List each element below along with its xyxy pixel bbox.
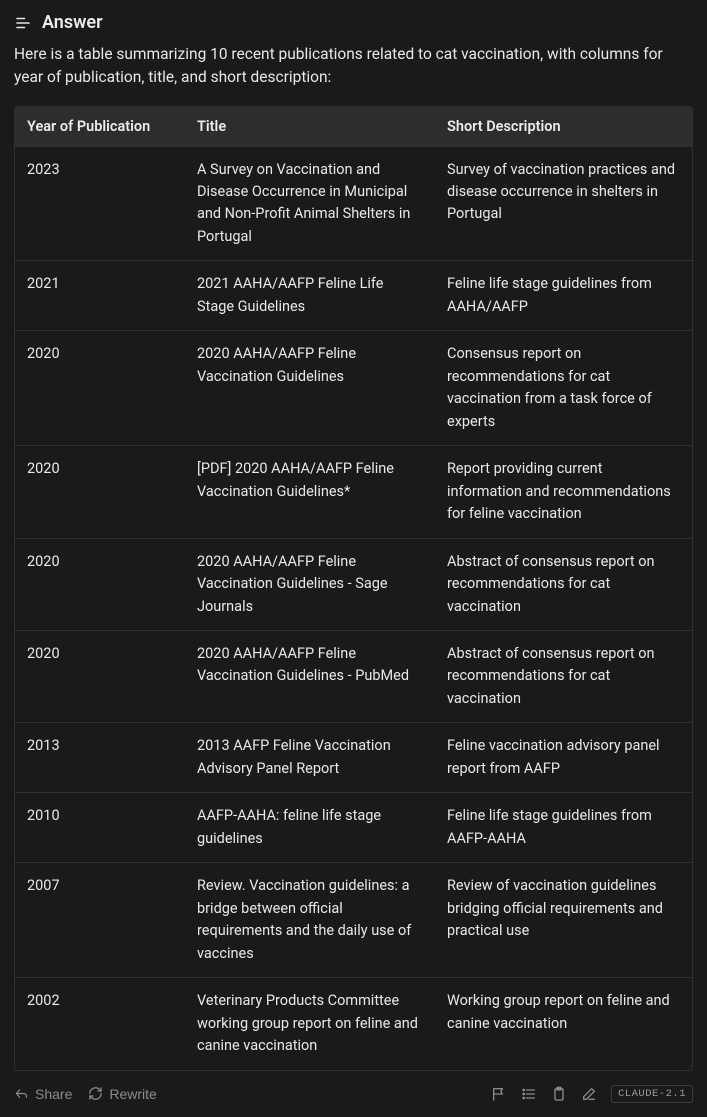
cell-year: 2020 xyxy=(15,631,185,723)
answer-title: Answer xyxy=(42,12,103,33)
share-icon xyxy=(14,1086,29,1101)
table-row: 20212021 AAHA/AAFP Feline Life Stage Gui… xyxy=(15,261,692,331)
col-title: Title xyxy=(185,107,435,147)
table-row: 20132013 AAFP Feline Vaccination Advisor… xyxy=(15,723,692,793)
col-year: Year of Publication xyxy=(15,107,185,147)
share-button[interactable]: Share xyxy=(14,1086,72,1102)
cell-year: 2010 xyxy=(15,793,185,863)
cell-year: 2023 xyxy=(15,146,185,261)
publications-table: Year of Publication Title Short Descript… xyxy=(15,107,692,1070)
cell-title: AAFP-AAHA: feline life stage guidelines xyxy=(185,793,435,863)
cell-year: 2020 xyxy=(15,538,185,630)
cell-title: Review. Vaccination guidelines: a bridge… xyxy=(185,863,435,978)
answer-icon xyxy=(14,14,32,32)
cell-year: 2007 xyxy=(15,863,185,978)
cell-desc: Working group report on feline and canin… xyxy=(435,978,692,1070)
clipboard-icon[interactable] xyxy=(551,1086,567,1102)
publications-table-wrap: Year of Publication Title Short Descript… xyxy=(14,106,693,1071)
table-row: 2007Review. Vaccination guidelines: a br… xyxy=(15,863,692,978)
table-row: 20202020 AAHA/AAFP Feline Vaccination Gu… xyxy=(15,538,692,630)
cell-title: 2013 AAFP Feline Vaccination Advisory Pa… xyxy=(185,723,435,793)
cell-desc: Review of vaccination guidelines bridgin… xyxy=(435,863,692,978)
cell-title: A Survey on Vaccination and Disease Occu… xyxy=(185,146,435,261)
table-header-row: Year of Publication Title Short Descript… xyxy=(15,107,692,147)
answer-header: Answer xyxy=(14,12,693,33)
cell-title: 2020 AAHA/AAFP Feline Vaccination Guidel… xyxy=(185,331,435,446)
table-row: 2010AAFP-AAHA: feline life stage guideli… xyxy=(15,793,692,863)
flag-icon[interactable] xyxy=(491,1086,507,1102)
model-badge[interactable]: CLAUDE-2.1 xyxy=(611,1085,693,1103)
rewrite-label: Rewrite xyxy=(109,1086,156,1102)
rewrite-icon xyxy=(88,1086,103,1101)
cell-title: Veterinary Products Committee working gr… xyxy=(185,978,435,1070)
table-row: 2002Veterinary Products Committee workin… xyxy=(15,978,692,1070)
cell-desc: Feline life stage guidelines from AAFP-A… xyxy=(435,793,692,863)
cell-title: 2020 AAHA/AAFP Feline Vaccination Guidel… xyxy=(185,631,435,723)
cell-year: 2020 xyxy=(15,331,185,446)
table-row: 20202020 AAHA/AAFP Feline Vaccination Gu… xyxy=(15,331,692,446)
cell-year: 2002 xyxy=(15,978,185,1070)
cell-desc: Abstract of consensus report on recommen… xyxy=(435,538,692,630)
cell-year: 2013 xyxy=(15,723,185,793)
cell-desc: Survey of vaccination practices and dise… xyxy=(435,146,692,261)
cell-year: 2020 xyxy=(15,446,185,538)
cell-title: [PDF] 2020 AAHA/AAFP Feline Vaccination … xyxy=(185,446,435,538)
cell-title: 2020 AAHA/AAFP Feline Vaccination Guidel… xyxy=(185,538,435,630)
share-label: Share xyxy=(35,1086,72,1102)
footer-right: CLAUDE-2.1 xyxy=(491,1085,693,1103)
list-icon[interactable] xyxy=(521,1086,537,1102)
cell-desc: Consensus report on recommendations for … xyxy=(435,331,692,446)
table-row: 2023A Survey on Vaccination and Disease … xyxy=(15,146,692,261)
edit-icon[interactable] xyxy=(581,1086,597,1102)
cell-desc: Abstract of consensus report on recommen… xyxy=(435,631,692,723)
cell-desc: Feline vaccination advisory panel report… xyxy=(435,723,692,793)
table-row: 20202020 AAHA/AAFP Feline Vaccination Gu… xyxy=(15,631,692,723)
footer-left: Share Rewrite xyxy=(14,1086,157,1102)
cell-desc: Report providing current information and… xyxy=(435,446,692,538)
cell-desc: Feline life stage guidelines from AAHA/A… xyxy=(435,261,692,331)
intro-text: Here is a table summarizing 10 recent pu… xyxy=(14,43,693,90)
table-row: 2020[PDF] 2020 AAHA/AAFP Feline Vaccinat… xyxy=(15,446,692,538)
col-desc: Short Description xyxy=(435,107,692,147)
rewrite-button[interactable]: Rewrite xyxy=(88,1086,156,1102)
answer-footer: Share Rewrite xyxy=(14,1085,693,1103)
cell-title: 2021 AAHA/AAFP Feline Life Stage Guideli… xyxy=(185,261,435,331)
cell-year: 2021 xyxy=(15,261,185,331)
